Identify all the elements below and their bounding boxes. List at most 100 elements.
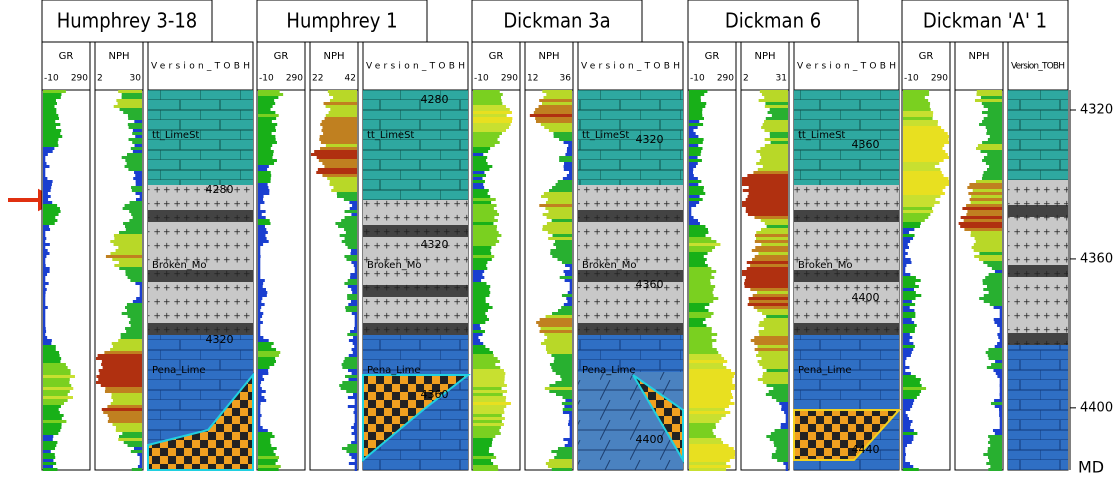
gr-sample	[258, 312, 263, 315]
nph-sample	[758, 351, 788, 354]
nph-sample	[125, 327, 142, 330]
gr-sample	[473, 135, 499, 138]
nph-sample	[546, 93, 572, 96]
gr-sample	[473, 168, 489, 171]
nph-sample	[326, 114, 357, 117]
gr-sample	[473, 219, 498, 222]
gr-sample	[903, 153, 948, 156]
nph-sample	[1000, 426, 1002, 429]
gr-sample	[903, 444, 907, 447]
nph-sample	[995, 345, 1002, 348]
nph-sample	[742, 273, 788, 276]
track-name: NPH	[323, 51, 344, 62]
nph-sample	[762, 366, 788, 369]
nph-sample	[562, 378, 572, 381]
nph-sample	[781, 426, 788, 429]
gr-sample	[258, 351, 280, 354]
gr-sample	[258, 234, 265, 237]
gr-sample	[258, 270, 260, 273]
nph-sample	[570, 426, 572, 429]
gr-sample	[43, 324, 45, 327]
gr-sample	[258, 375, 263, 378]
gr-sample	[689, 432, 714, 435]
nph-sample	[341, 387, 357, 390]
nph-sample	[349, 339, 357, 342]
gr-sample	[473, 138, 498, 141]
gr-sample	[473, 216, 494, 219]
gr-sample	[689, 372, 735, 375]
nph-sample	[971, 195, 1002, 198]
nph-sample	[759, 99, 788, 102]
gr-sample	[258, 339, 269, 342]
gr-sample	[689, 216, 694, 219]
gr-sample	[689, 201, 699, 204]
gr-sample	[689, 156, 698, 159]
nph-sample	[345, 210, 357, 213]
nph-sample	[570, 285, 572, 288]
gr-sample	[258, 96, 278, 99]
nph-sample	[123, 222, 142, 225]
nph-sample	[131, 324, 142, 327]
gr-sample	[258, 468, 279, 471]
nph-sample	[564, 141, 572, 144]
nph-sample	[325, 117, 357, 120]
nph-sample	[550, 252, 572, 255]
gr-sample	[689, 438, 721, 441]
gr-sample	[903, 315, 915, 318]
nph-sample	[349, 354, 357, 357]
nph-sample	[774, 441, 788, 444]
gr-sample	[43, 297, 45, 300]
gr-sample	[43, 285, 45, 288]
nph-sample	[108, 420, 142, 423]
gr-sample	[258, 462, 276, 465]
nph-sample	[136, 183, 142, 186]
nph-sample	[556, 183, 572, 186]
nph-sample	[552, 312, 572, 315]
nph-sample	[984, 105, 1002, 108]
depth-label: 4400	[636, 433, 664, 446]
gr-sample	[689, 300, 713, 303]
formation-label: tt_LimeSt	[798, 130, 845, 141]
shale-band	[578, 270, 683, 282]
gr-sample	[258, 120, 272, 123]
nph-sample	[110, 240, 142, 243]
gr-sample	[43, 105, 55, 108]
nph-sample	[322, 174, 357, 177]
gr-sample	[43, 453, 55, 456]
nph-sample	[118, 90, 142, 93]
gr-sample	[689, 363, 723, 366]
nph-sample	[983, 174, 1002, 177]
nph-sample	[763, 165, 788, 168]
nph-sample	[348, 285, 357, 288]
gr-sample	[43, 438, 53, 441]
shale-band	[794, 323, 899, 335]
nph-sample	[563, 411, 572, 414]
nph-sample	[544, 339, 572, 342]
nph-sample	[563, 396, 572, 399]
gr-sample	[689, 189, 703, 192]
nph-sample	[766, 117, 788, 120]
depth-label: 4360	[636, 278, 664, 291]
gr-sample	[903, 465, 913, 468]
nph-sample	[96, 357, 142, 360]
nph-sample	[349, 201, 357, 204]
nph-sample	[558, 309, 572, 312]
gr-sample	[258, 153, 273, 156]
nph-sample	[1000, 378, 1002, 381]
gr-sample	[258, 441, 270, 444]
gr-sample	[903, 96, 925, 99]
gr-sample	[43, 192, 48, 195]
nph-sample	[986, 462, 1002, 465]
nph-sample	[742, 204, 788, 207]
gr-sample	[473, 123, 511, 126]
gr-sample	[43, 141, 58, 144]
gr-sample	[258, 288, 266, 291]
gr-sample	[258, 309, 260, 312]
nph-sample	[130, 279, 142, 282]
gr-sample	[689, 144, 698, 147]
gr-sample	[43, 201, 52, 204]
gr-sample	[689, 210, 691, 213]
gr-sample	[43, 153, 48, 156]
gr-sample	[473, 315, 487, 318]
gr-sample	[903, 303, 915, 306]
